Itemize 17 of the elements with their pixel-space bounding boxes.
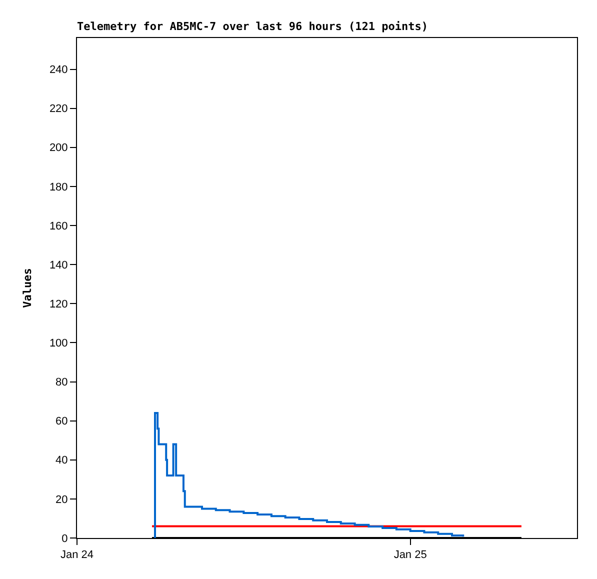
y-tick-label: 240: [49, 64, 68, 76]
y-tick-label: 0: [62, 532, 68, 545]
y-axis-title: Values: [21, 268, 34, 308]
y-tick-label: 40: [56, 454, 68, 467]
y-tick-label: 60: [56, 416, 68, 428]
x-tick-label: Jan 25: [394, 549, 427, 562]
y-tick-label: 20: [56, 494, 68, 506]
y-tick-label: 120: [49, 298, 68, 310]
y-tick-label: 200: [49, 142, 68, 154]
y-tick-label: 80: [56, 376, 68, 389]
x-tick-label: Jan 24: [60, 549, 94, 562]
y-tick-label: 160: [49, 220, 68, 232]
y-tick-label: 100: [49, 338, 68, 350]
chart-title: Telemetry for AB5MC-7 over last 96 hours (121 points): [77, 20, 428, 33]
y-tick-label: 180: [49, 181, 68, 194]
y-tick-label: 220: [49, 103, 68, 116]
y-tick-label: 140: [49, 259, 68, 272]
